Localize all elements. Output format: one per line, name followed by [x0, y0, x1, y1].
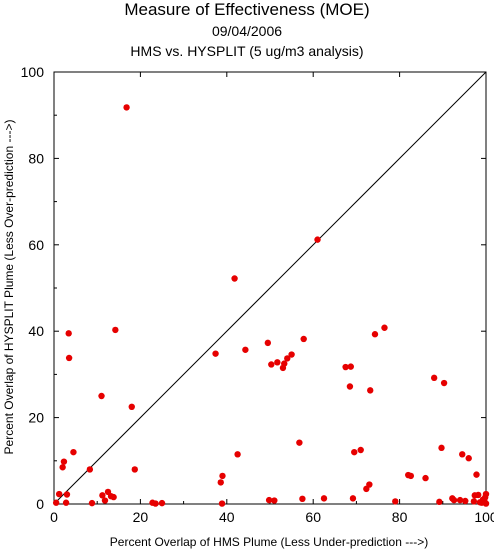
reference-diagonal-line [53, 71, 487, 505]
data-point [366, 481, 373, 488]
data-point [99, 492, 106, 499]
data-point [274, 359, 281, 366]
y-tick-label: 20 [28, 410, 44, 426]
data-point [320, 495, 328, 502]
axes-layer: 0 20 40 60 80 100 0 20 40 60 80 100 [21, 64, 494, 525]
data-point [392, 498, 399, 505]
data-point [152, 500, 159, 507]
data-point [367, 387, 374, 394]
data-point [65, 330, 72, 337]
data-point [407, 472, 415, 480]
data-point [268, 361, 275, 368]
data-point [218, 500, 226, 507]
data-point [265, 496, 273, 504]
x-tick-label: 100 [474, 509, 494, 525]
data-point [63, 491, 71, 498]
data-point [473, 471, 480, 478]
data-point [422, 474, 429, 482]
chart-date: 09/04/2006 [211, 23, 283, 39]
data-point [212, 350, 219, 357]
data-point [234, 451, 241, 458]
x-tick-label: 60 [305, 509, 321, 525]
data-point [231, 275, 238, 282]
data-point [296, 439, 303, 446]
data-point [123, 104, 130, 111]
data-point [470, 498, 478, 505]
chart-title: Measure of Effectiveness (MOE) [124, 0, 370, 19]
data-point [459, 451, 466, 458]
data-point [52, 499, 60, 506]
data-point [482, 490, 490, 498]
data-point [242, 346, 249, 353]
data-point [70, 448, 77, 456]
data-point [281, 360, 288, 367]
data-point [436, 498, 443, 506]
data-point [371, 331, 379, 338]
data-point [271, 497, 278, 504]
data-point [98, 392, 105, 400]
data-point [440, 379, 448, 387]
data-point [219, 472, 226, 480]
data-point [217, 479, 224, 486]
data-point [475, 491, 482, 499]
data-point [131, 466, 138, 473]
data-point [314, 236, 321, 243]
data-point [299, 495, 306, 503]
y-tick-label: 60 [28, 237, 44, 253]
data-point [60, 458, 68, 465]
data-point [381, 324, 388, 331]
x-tick-label: 0 [50, 509, 58, 525]
data-point [357, 446, 364, 454]
data-point [62, 499, 70, 506]
data-point [300, 335, 307, 343]
data-point [482, 500, 490, 507]
data-point [456, 496, 464, 504]
data-point [101, 497, 109, 504]
y-axis-label: Percent Overlap of HYSPLIT Plume (Less O… [2, 120, 16, 455]
y-tick-label: 100 [21, 64, 45, 80]
x-tick-label: 40 [219, 509, 235, 525]
y-tick-label: 40 [28, 323, 44, 339]
data-point [128, 403, 135, 410]
x-tick-label: 20 [133, 509, 149, 525]
points-layer [52, 104, 490, 507]
data-point [158, 499, 166, 507]
x-tick-label: 80 [392, 509, 408, 525]
data-point [351, 448, 358, 456]
data-point [450, 496, 458, 504]
y-tick-label: 80 [28, 150, 44, 166]
data-point [288, 351, 295, 358]
chart-subtitle: HMS vs. HYSPLIT (5 ug/m3 analysis) [130, 43, 364, 59]
data-point [264, 339, 272, 347]
data-point [430, 374, 438, 382]
data-point [346, 383, 354, 390]
data-point [347, 363, 354, 370]
data-point [462, 497, 469, 505]
data-point [284, 355, 291, 362]
data-point [65, 354, 73, 362]
data-point [438, 444, 445, 452]
data-point [110, 493, 117, 501]
data-point [465, 455, 472, 462]
data-point [55, 490, 63, 498]
x-axis-label: Percent Overlap of HMS Plume (Less Under… [110, 535, 428, 549]
data-point [112, 326, 119, 334]
data-point [88, 499, 96, 507]
data-point [86, 466, 94, 473]
y-tick-label: 0 [36, 496, 44, 512]
data-point [349, 495, 357, 502]
data-point [59, 464, 66, 471]
data-point [342, 363, 349, 371]
